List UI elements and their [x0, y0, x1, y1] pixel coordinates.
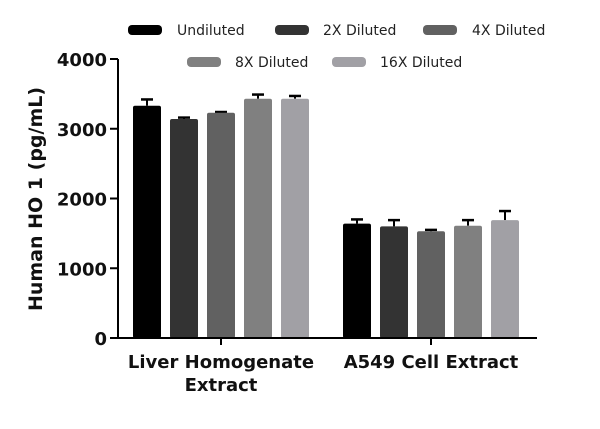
legend-label: 4X Diluted	[472, 23, 545, 39]
x-category-label: Extract	[185, 375, 258, 396]
bar	[417, 231, 445, 338]
legend-item: 2X Diluted	[275, 23, 396, 39]
legend-item: Undiluted	[128, 23, 245, 39]
bar	[380, 226, 408, 338]
legend-label: 2X Diluted	[323, 23, 396, 39]
legend-label: 8X Diluted	[235, 55, 308, 71]
y-tick-label: 3000	[57, 120, 107, 141]
bar-group	[343, 209, 519, 338]
bar	[343, 223, 371, 338]
x-category-label: A549 Cell Extract	[344, 352, 519, 373]
y-tick-label: 4000	[57, 50, 107, 71]
bar-group	[133, 93, 309, 339]
y-axis: 0 1000 2000 3000 4000	[57, 50, 119, 350]
legend-swatch	[187, 57, 221, 67]
bar	[454, 225, 482, 338]
legend-label: Undiluted	[177, 23, 245, 39]
bar	[207, 112, 235, 339]
bar	[244, 98, 272, 338]
bar	[281, 98, 309, 338]
bar	[170, 118, 198, 338]
legend-swatch	[423, 25, 457, 35]
y-tick-label: 0	[94, 329, 107, 350]
legend-label: 16X Diluted	[380, 55, 462, 71]
legend-item: 4X Diluted	[423, 23, 545, 39]
bar	[133, 105, 161, 338]
y-axis-title: Human HO 1 (pg/mL)	[25, 87, 47, 311]
legend-swatch	[275, 25, 309, 35]
bars	[133, 93, 519, 339]
legend-swatch	[332, 57, 366, 67]
legend-swatch	[128, 25, 162, 35]
x-category-label: Liver Homogenate	[128, 352, 314, 373]
y-tick-label: 2000	[57, 190, 107, 211]
y-tick-label: 1000	[57, 259, 107, 280]
legend-item: 8X Diluted	[187, 55, 308, 71]
legend-item: 16X Diluted	[332, 55, 462, 71]
legend: Undiluted 2X Diluted 4X Diluted 8X Diluted 1…	[128, 23, 545, 71]
bar	[491, 220, 519, 338]
